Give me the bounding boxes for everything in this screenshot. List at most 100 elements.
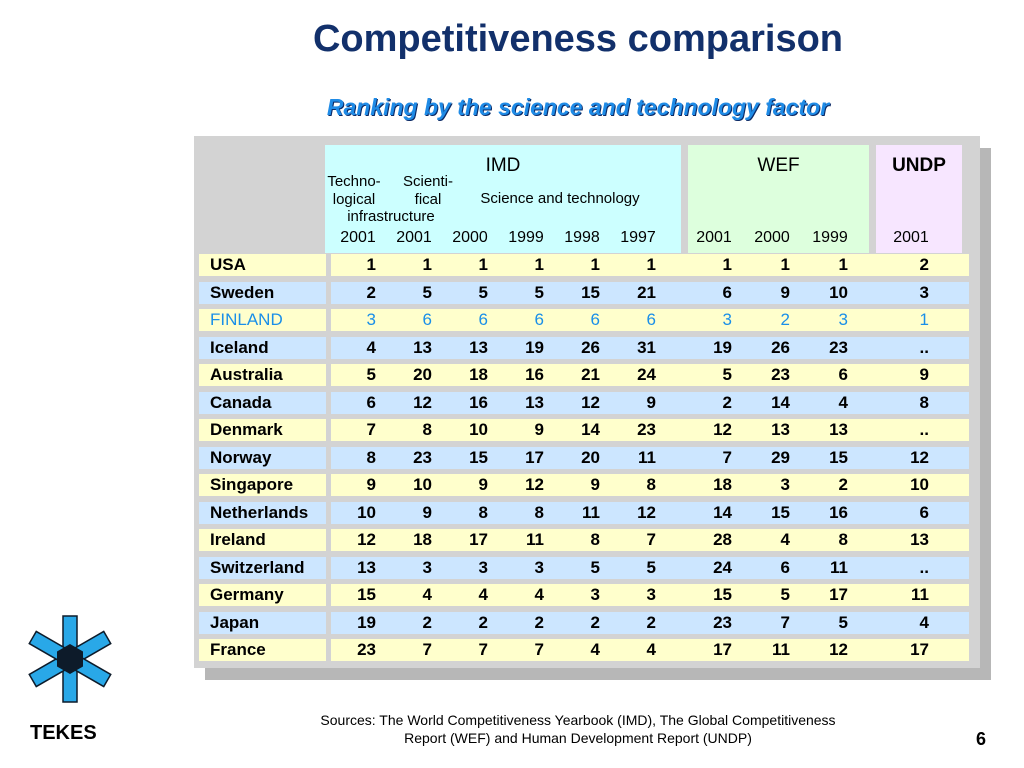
rank-cell: 1 [919, 310, 929, 329]
rank-cell: 8 [838, 530, 848, 549]
year-header: 1999 [812, 229, 848, 246]
rank-cell: 4 [780, 530, 790, 549]
year-header: 1997 [620, 229, 656, 246]
country-name: USA [210, 255, 246, 274]
row-values-background [331, 419, 969, 441]
country-name: France [210, 640, 266, 659]
rank-cell: 1 [838, 255, 848, 274]
rank-cell: 18 [413, 530, 432, 549]
rank-cell: 2 [478, 613, 488, 632]
rank-cell: 29 [771, 448, 790, 467]
rank-cell: 10 [910, 475, 929, 494]
rank-cell: 10 [413, 475, 432, 494]
rank-cell: 26 [581, 338, 600, 357]
rank-cell: 14 [713, 503, 732, 522]
rank-cell: 3 [722, 310, 732, 329]
rank-cell: 3 [366, 310, 376, 329]
rank-cell: 15 [357, 585, 376, 604]
rank-cell: 5 [478, 283, 488, 302]
rank-cell: 17 [910, 640, 929, 659]
row-name-background [199, 337, 326, 359]
row-values-background [331, 557, 969, 579]
rank-cell: .. [919, 420, 929, 439]
country-name: Japan [210, 613, 260, 632]
rank-cell: 9 [366, 475, 376, 494]
rank-cell: 10 [357, 503, 376, 522]
rank-cell: 5 [780, 585, 790, 604]
row-name-background [199, 282, 326, 304]
rank-cell: 7 [478, 640, 488, 659]
rank-cell: 3 [780, 475, 790, 494]
country-name: Sweden [210, 283, 275, 302]
year-header: 2001 [893, 229, 929, 246]
rank-cell: 9 [919, 365, 929, 384]
brand-name: TEKES [30, 722, 97, 744]
rank-cell: 3 [919, 283, 929, 302]
year-header: 2001 [696, 229, 732, 246]
rank-cell: 8 [478, 503, 488, 522]
rank-cell: 24 [637, 365, 656, 384]
row-name-background [199, 584, 326, 606]
rank-cell: 6 [780, 558, 790, 577]
row-values-background [331, 639, 969, 661]
rank-cell: 6 [722, 283, 732, 302]
rank-cell: 17 [829, 585, 848, 604]
rank-cell: 8 [534, 503, 544, 522]
rank-cell: 2 [590, 613, 600, 632]
rank-cell: 23 [637, 420, 656, 439]
rank-cell: 9 [590, 475, 600, 494]
rank-cell: 1 [534, 255, 544, 274]
rank-cell: .. [919, 338, 929, 357]
table-row: France 23 7 7 7 4 4 17 11 12 17 [0, 639, 1024, 661]
rank-cell: 21 [637, 283, 656, 302]
year-header: 1999 [508, 229, 544, 246]
rank-cell: 8 [422, 420, 432, 439]
country-name: Germany [210, 585, 284, 604]
rank-cell: 2 [534, 613, 544, 632]
rank-cell: 17 [469, 530, 488, 549]
row-name-background [199, 639, 326, 661]
row-values-background [331, 474, 969, 496]
rank-cell: 3 [590, 585, 600, 604]
rank-cell: 28 [713, 530, 732, 549]
rank-cell: 12 [525, 475, 544, 494]
row-values-background [331, 584, 969, 606]
rank-cell: 13 [910, 530, 929, 549]
rank-cell: 7 [366, 420, 376, 439]
rank-cell: 23 [829, 338, 848, 357]
rank-cell: 8 [590, 530, 600, 549]
year-header: 1998 [564, 229, 600, 246]
rank-cell: 7 [646, 530, 656, 549]
year-header: 2000 [754, 229, 790, 246]
rank-cell: 4 [919, 613, 929, 632]
rank-cell: 7 [534, 640, 544, 659]
table-row: Canada 6 12 16 13 12 9 2 14 4 8 [0, 392, 1024, 414]
table-row: Singapore 9 10 9 12 9 8 18 3 2 10 [0, 474, 1024, 496]
group-imd: IMD [485, 155, 521, 176]
table-row: FINLAND 3 6 6 6 6 6 3 2 3 1 [0, 309, 1024, 331]
rank-cell: 2 [722, 393, 732, 412]
rank-cell: 18 [469, 365, 488, 384]
rank-cell: 15 [771, 503, 790, 522]
rank-cell: 19 [357, 613, 376, 632]
row-values-background [331, 529, 969, 551]
rank-cell: 8 [646, 475, 656, 494]
rank-cell: 5 [646, 558, 656, 577]
country-name: Singapore [210, 475, 294, 494]
country-name: FINLAND [210, 310, 283, 329]
subheader-scientifical: Scienti- fical [402, 173, 454, 208]
rank-cell: 4 [534, 585, 544, 604]
rank-cell: 2 [838, 475, 848, 494]
row-name-background [199, 364, 326, 386]
rank-cell: 23 [357, 640, 376, 659]
row-name-background [199, 529, 326, 551]
rank-cell: 20 [413, 365, 432, 384]
country-name: Norway [210, 448, 272, 467]
rank-cell: 24 [713, 558, 732, 577]
rank-cell: 17 [525, 448, 544, 467]
rank-cell: 31 [637, 338, 656, 357]
subheader-technological: Techno- logical [327, 173, 381, 208]
group-wef: WEF [757, 155, 800, 176]
year-header: 2001 [340, 229, 376, 246]
rank-cell: .. [919, 558, 929, 577]
